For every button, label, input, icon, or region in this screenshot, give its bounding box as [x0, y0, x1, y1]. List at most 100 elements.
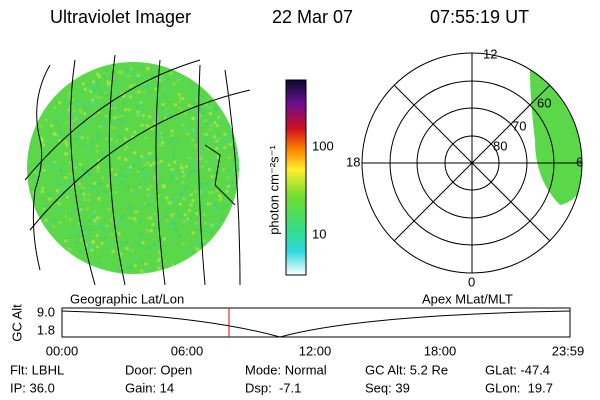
speck: [110, 233, 114, 237]
x-tick: 23:59: [552, 343, 585, 358]
speck: [189, 203, 193, 207]
speck: [162, 237, 166, 241]
speck: [128, 108, 132, 112]
colorbar: [285, 79, 307, 276]
speck: [149, 199, 153, 203]
speck: [193, 169, 197, 173]
speck: [211, 190, 215, 194]
speck: [202, 194, 206, 198]
speck: [87, 193, 91, 197]
speck: [95, 149, 99, 153]
speck: [175, 212, 179, 216]
speck: [127, 74, 131, 78]
speck: [111, 249, 115, 253]
speck: [93, 212, 97, 216]
speck: [165, 88, 169, 92]
speck: [132, 83, 136, 87]
speck: [169, 172, 173, 176]
speck: [142, 267, 146, 271]
speck: [218, 194, 222, 198]
speck: [165, 196, 169, 200]
speck: [51, 225, 55, 229]
speck: [72, 104, 76, 108]
speck: [170, 133, 174, 137]
speck: [208, 184, 212, 188]
speck: [135, 158, 139, 162]
speck: [117, 232, 121, 236]
speck: [129, 84, 133, 88]
speck: [75, 102, 79, 106]
speck: [204, 106, 208, 110]
speck: [96, 72, 100, 76]
speck: [122, 101, 126, 105]
speck: [112, 144, 116, 148]
speck: [127, 265, 131, 269]
speck: [142, 163, 146, 167]
speck: [204, 160, 208, 164]
speck: [119, 117, 123, 121]
speck: [91, 101, 95, 105]
speck: [170, 129, 174, 133]
speck: [79, 249, 83, 253]
speck: [106, 104, 110, 108]
speck: [67, 111, 71, 115]
info-field: Mode: Normal: [245, 362, 327, 377]
speck: [103, 190, 107, 194]
speck: [55, 189, 59, 193]
left-label: Geographic Lat/Lon: [70, 291, 184, 306]
speck: [156, 217, 160, 221]
speck: [190, 249, 194, 253]
speck: [198, 113, 202, 117]
speck: [142, 90, 146, 94]
speck: [56, 166, 60, 170]
speck: [106, 149, 110, 153]
info-field: Door: Open: [125, 362, 192, 377]
speck: [204, 119, 208, 123]
speck: [119, 110, 123, 114]
speck: [216, 158, 220, 162]
speck: [109, 219, 113, 223]
speck: [165, 219, 169, 223]
speck: [129, 67, 133, 71]
speck: [43, 213, 47, 217]
speck: [59, 192, 63, 196]
speck: [65, 99, 69, 103]
speck: [173, 160, 177, 164]
speck: [68, 217, 72, 221]
speck: [124, 224, 128, 228]
speck: [159, 79, 163, 83]
speck: [149, 216, 153, 220]
speck: [181, 170, 185, 174]
speck: [228, 182, 232, 186]
info-field: IP: 36.0: [10, 380, 55, 395]
speck: [53, 160, 57, 164]
speck: [40, 139, 44, 143]
speck: [178, 96, 182, 100]
speck: [135, 105, 139, 109]
speck: [140, 123, 144, 127]
speck: [77, 182, 81, 186]
speck: [95, 134, 99, 138]
speck: [204, 132, 208, 136]
speck: [210, 119, 214, 123]
speck: [99, 96, 103, 100]
speck: [154, 87, 158, 91]
speck: [125, 73, 129, 77]
speck: [211, 182, 215, 186]
info-field: GLat: -47.4: [485, 362, 550, 377]
speck: [132, 217, 136, 221]
speck: [133, 151, 137, 155]
speck: [45, 146, 49, 150]
speck: [91, 241, 95, 245]
speck: [181, 123, 185, 127]
speck: [109, 240, 113, 244]
speck: [191, 82, 195, 86]
speck: [76, 233, 80, 237]
speck: [195, 97, 199, 101]
speck: [207, 222, 211, 226]
speck: [95, 233, 99, 237]
speck: [134, 191, 138, 195]
speck: [156, 194, 160, 198]
speck: [230, 180, 234, 184]
speck: [67, 108, 71, 112]
